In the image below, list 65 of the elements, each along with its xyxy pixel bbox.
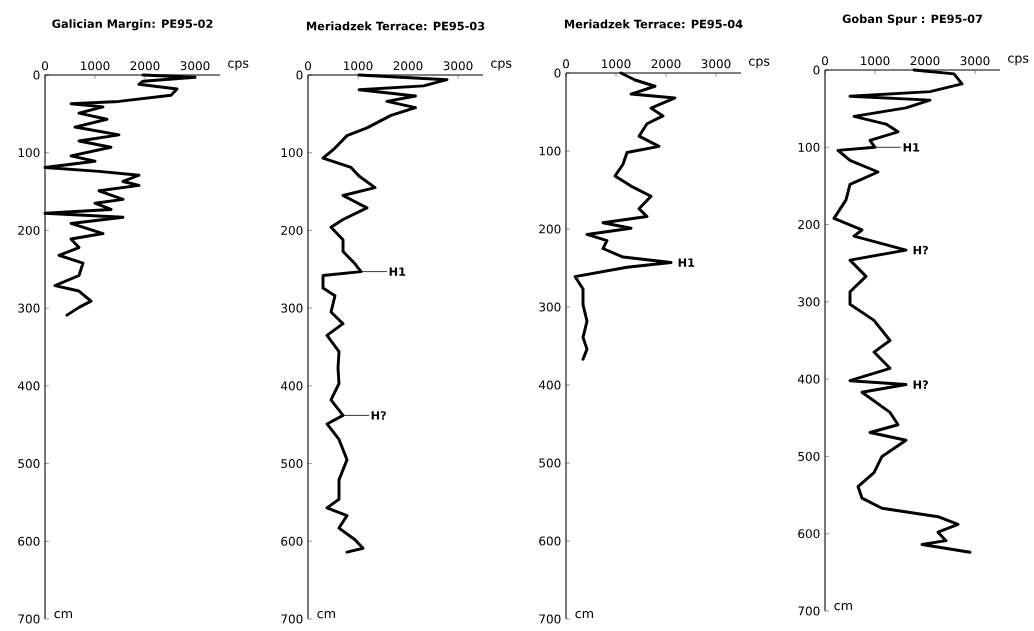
- y-tick-label: 700: [18, 614, 40, 624]
- annotation: H1: [389, 267, 406, 276]
- y-tick-label: 400: [797, 374, 820, 384]
- y-tick-label: 600: [539, 536, 561, 546]
- y-tick-label: 100: [281, 148, 303, 158]
- x-tick-label: 0: [304, 61, 312, 71]
- y-tick-label: 500: [798, 451, 820, 461]
- x-axis-title: cps: [1008, 55, 1029, 66]
- x-tick-label: 0: [821, 56, 829, 66]
- y-tick-label: 500: [281, 459, 303, 469]
- x-tick-label: 2000: [393, 61, 423, 71]
- x-tick-label: 3000: [701, 59, 731, 69]
- y-tick-label: 0: [554, 68, 561, 78]
- y-tick-label: 300: [281, 303, 303, 313]
- x-tick-label: 0: [41, 61, 49, 71]
- x-tick-label: 1000: [81, 61, 110, 71]
- y-tick-label: 600: [18, 536, 40, 546]
- y-tick-label: 700: [798, 606, 820, 616]
- x-tick-label: 1000: [602, 59, 631, 69]
- x-tick-label: 2000: [910, 56, 940, 66]
- y-tick-label: 200: [539, 224, 561, 234]
- y-tick-label: 200: [281, 225, 303, 235]
- x-axis-title: cps: [491, 60, 512, 71]
- x-tick-label: 3000: [180, 61, 210, 71]
- chart-title: Meriadzek Terrace: PE95-04: [564, 19, 743, 29]
- x-tick-label: 2000: [130, 61, 160, 71]
- y-tick-label: 600: [798, 529, 820, 539]
- y-tick-label: 400: [538, 380, 561, 390]
- y-tick-label: 100: [798, 142, 820, 152]
- y-axis-title: cm: [54, 611, 72, 619]
- x-axis-title: cps: [749, 58, 770, 69]
- y-tick-label: 300: [798, 297, 820, 307]
- y-axis-title: cm: [834, 603, 852, 611]
- x-tick-label: 0: [562, 59, 570, 69]
- y-tick-label: 500: [18, 459, 40, 469]
- y-tick-label: 600: [281, 536, 303, 546]
- x-tick-label: 1000: [861, 56, 890, 66]
- x-axis-title: cps: [228, 60, 249, 71]
- annotation: H?: [913, 380, 928, 389]
- y-tick-label: 400: [280, 381, 303, 391]
- annotation: H?: [371, 411, 386, 420]
- y-tick-label: 300: [18, 303, 40, 313]
- y-tick-label: 200: [18, 225, 40, 235]
- y-tick-label: 400: [17, 381, 40, 391]
- annotation: H?: [913, 245, 928, 255]
- y-tick-label: 300: [539, 302, 561, 312]
- x-tick-label: 3000: [443, 61, 473, 71]
- chart-title: Galician Margin: PE95-02: [52, 19, 213, 31]
- y-tick-label: 100: [18, 148, 40, 158]
- y-tick-label: 500: [539, 458, 561, 468]
- x-tick-label: 1000: [344, 61, 373, 71]
- y-axis-title: cm: [317, 611, 335, 619]
- x-tick-label: 2000: [651, 59, 681, 69]
- y-axis-title: cm: [575, 611, 593, 619]
- y-tick-label: 100: [539, 146, 561, 156]
- annotation: H1: [903, 143, 920, 152]
- y-tick-label: 700: [281, 614, 303, 624]
- y-tick-label: 700: [539, 614, 561, 624]
- y-tick-label: 200: [798, 220, 820, 230]
- chart-title: Goban Spur : PE95-07: [842, 14, 983, 26]
- annotation: H1: [678, 258, 695, 267]
- x-tick-label: 3000: [960, 56, 990, 66]
- y-tick-label: 0: [296, 70, 303, 80]
- y-tick-label: 0: [33, 70, 40, 80]
- chart-title: Meriadzek Terrace: PE95-03: [306, 21, 485, 31]
